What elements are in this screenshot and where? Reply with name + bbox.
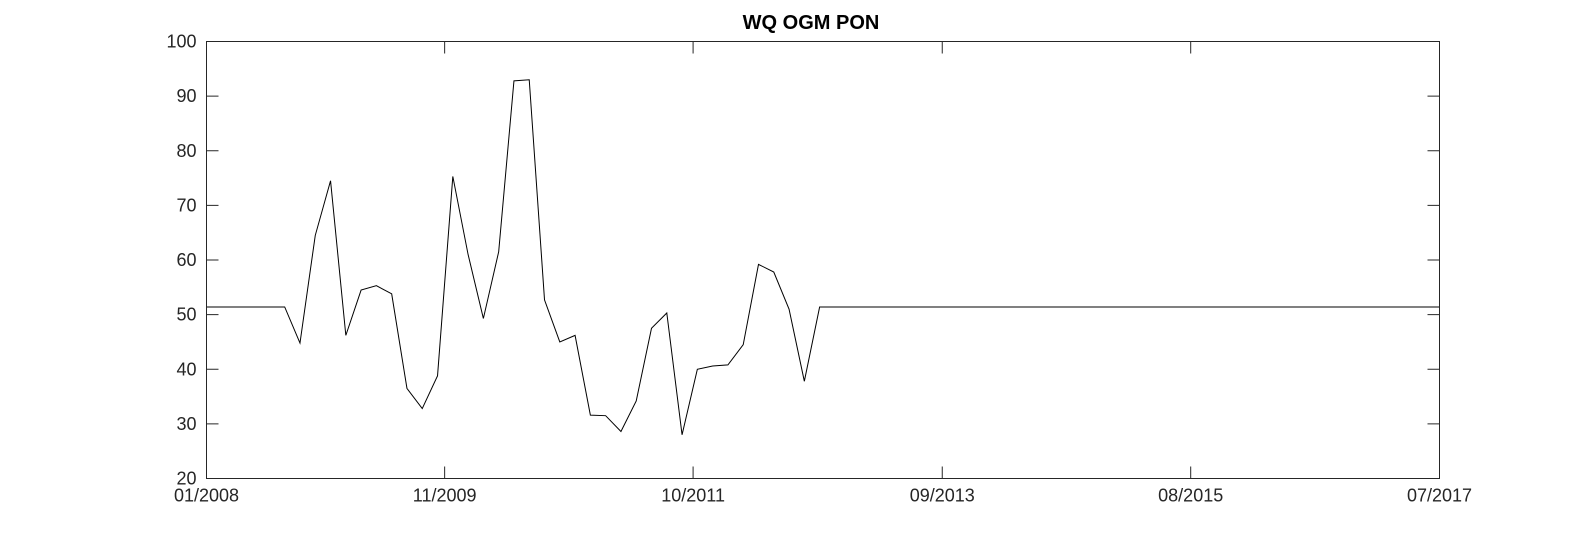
- x-tick-label: 10/2011: [661, 486, 725, 506]
- x-tick-label: 07/2017: [1407, 486, 1472, 506]
- y-tick-label: 80: [176, 141, 196, 161]
- y-tick-label: 30: [176, 414, 196, 434]
- x-tick-label: 08/2015: [1158, 486, 1223, 506]
- y-tick-label: 40: [176, 359, 196, 379]
- series-line: [206, 79, 1440, 435]
- y-tick-label: 60: [176, 250, 196, 270]
- y-tick-label: 50: [176, 305, 196, 325]
- axis-tick-layer: [206, 41, 1440, 479]
- x-tick-label: 11/2009: [413, 486, 477, 506]
- y-tick-label: 20: [176, 469, 196, 489]
- x-tick-label: 09/2013: [910, 486, 975, 506]
- chart-title: WQ OGM PON: [743, 12, 880, 34]
- axis-label-layer: 20 30 40 50 60 70 80 90 100 01/2008 11/2009 10/2011…: [166, 32, 1472, 506]
- plot-area-frame: [206, 41, 1440, 479]
- y-tick-label: 90: [176, 86, 196, 106]
- y-tick-label: 70: [176, 195, 196, 215]
- plot-line-layer: [206, 79, 1440, 435]
- y-tick-label: 100: [166, 32, 196, 52]
- x-tick-label: 01/2008: [174, 486, 239, 506]
